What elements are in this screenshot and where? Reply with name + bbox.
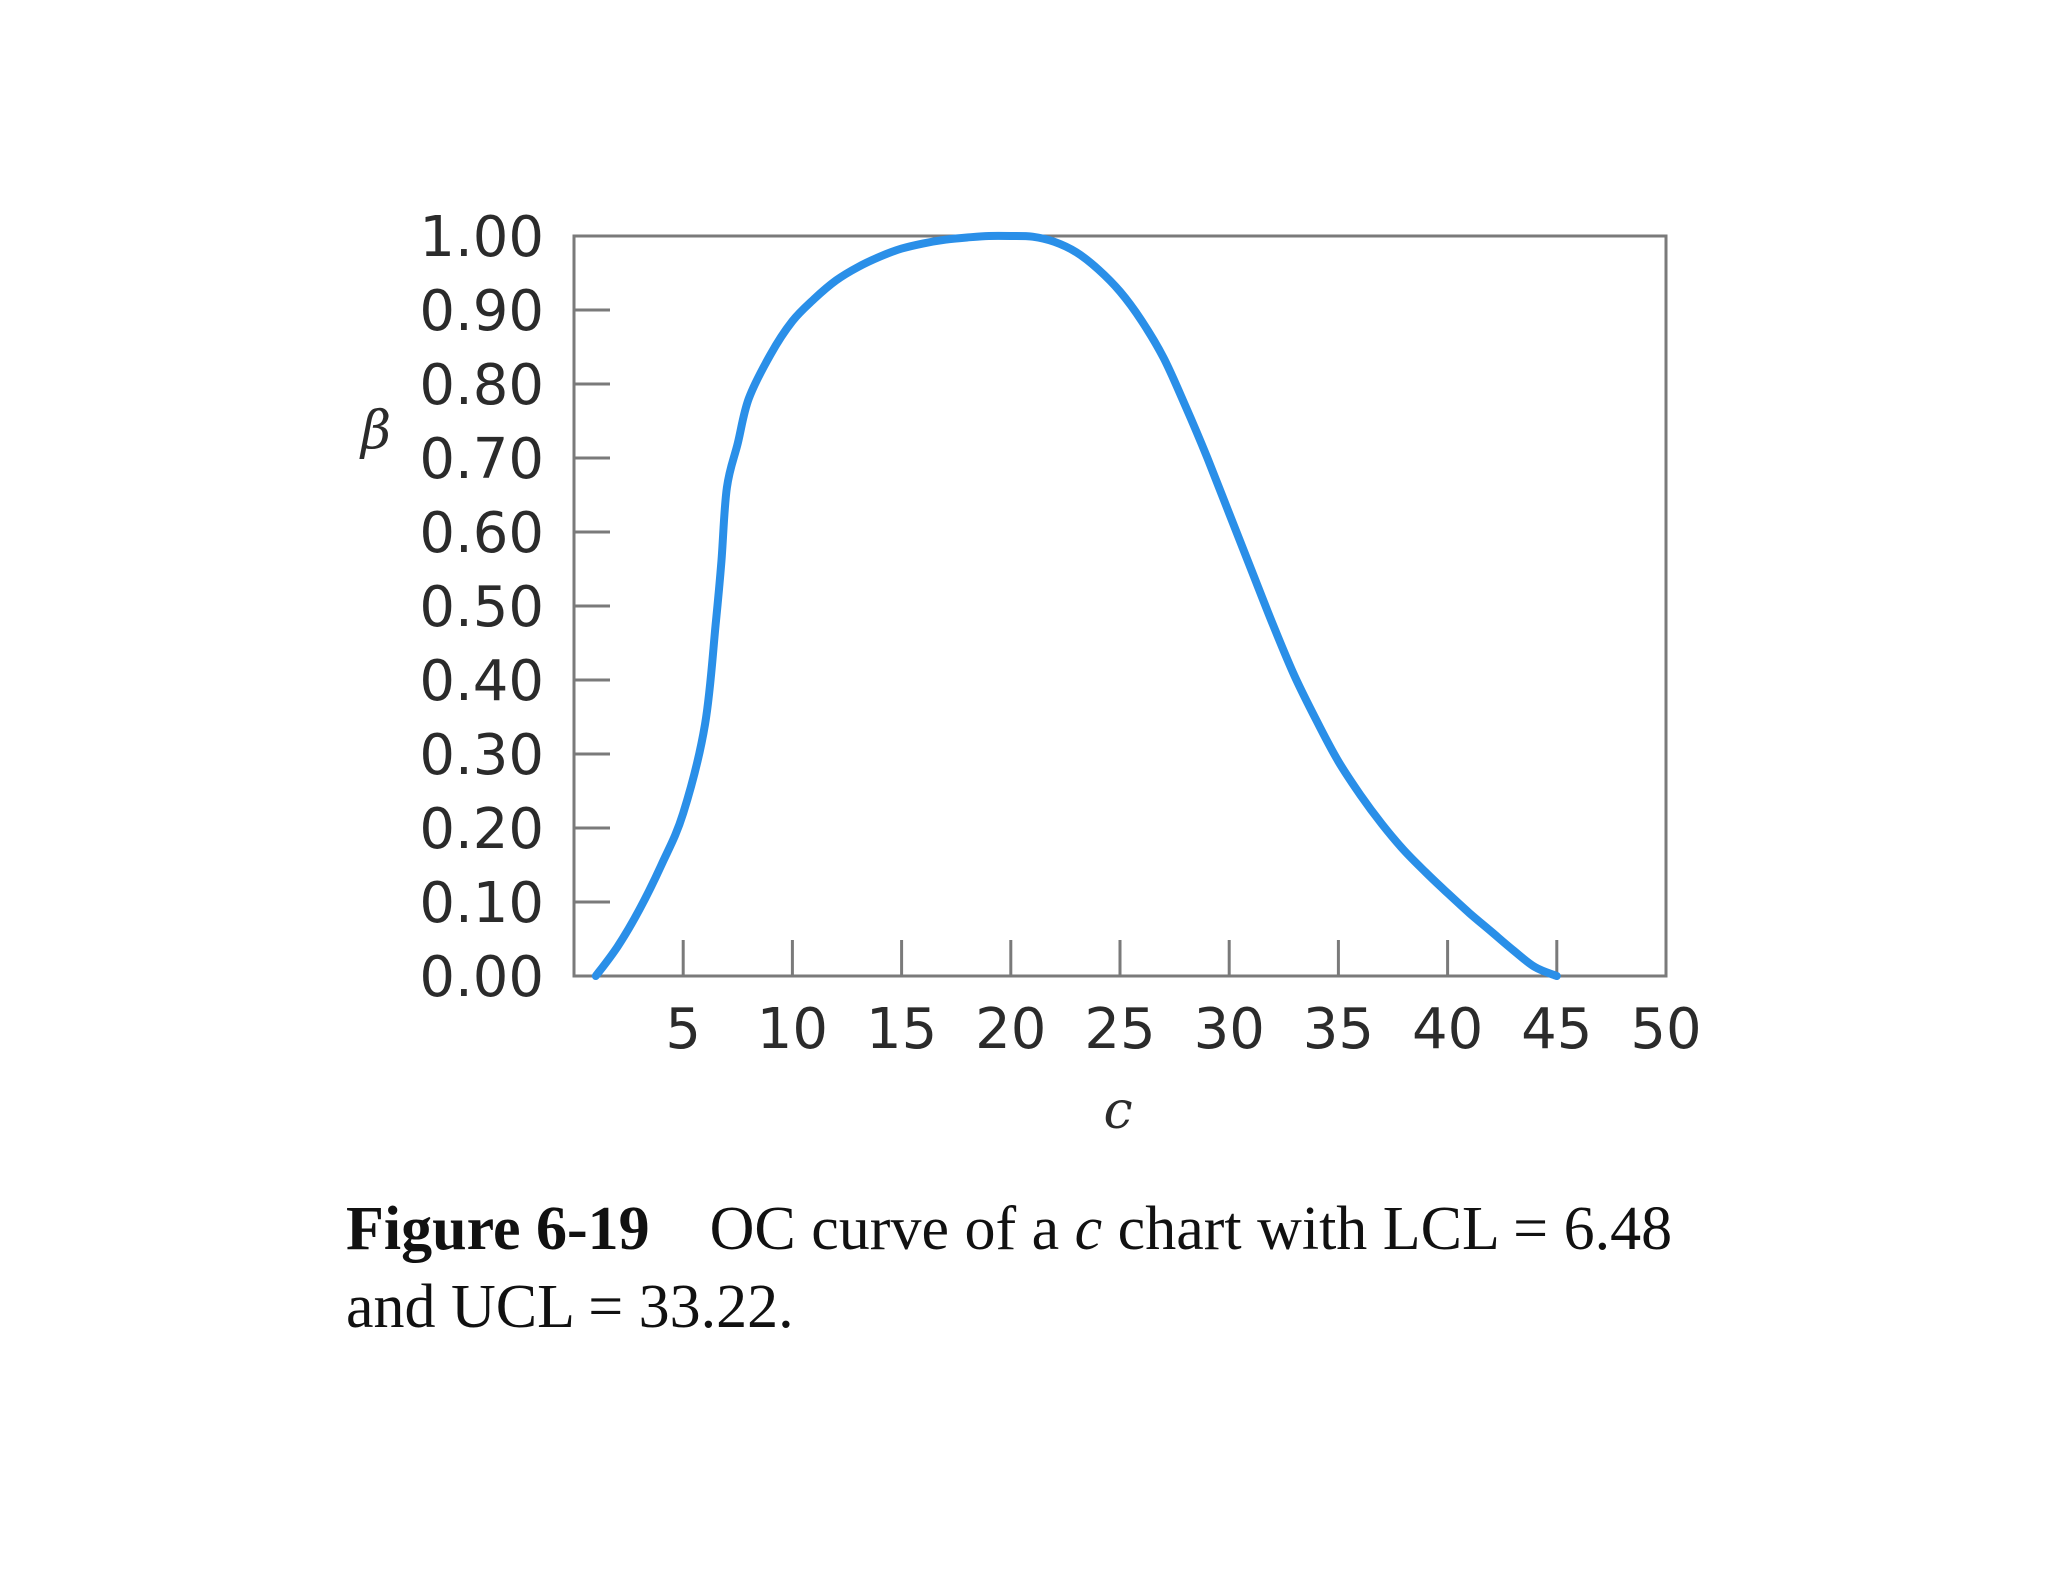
data-point bbox=[1161, 355, 1167, 361]
data-point bbox=[1292, 673, 1298, 679]
data-point bbox=[877, 254, 883, 260]
data-point bbox=[1510, 947, 1516, 953]
data-point bbox=[724, 485, 730, 491]
caption-text: OC curve of a bbox=[709, 1195, 1075, 1263]
plot-frame bbox=[572, 234, 1668, 978]
data-point bbox=[789, 318, 795, 324]
y-tick-label: 0.70 bbox=[419, 427, 544, 492]
data-point bbox=[1488, 929, 1494, 935]
x-axis-label: c bbox=[1103, 1081, 1132, 1141]
data-point bbox=[964, 234, 970, 240]
x-tick-label: 10 bbox=[757, 997, 828, 1062]
caption-text-end: chart with LCL = 6.48 and UCL = 33.22. bbox=[346, 1195, 1673, 1341]
y-tick-label: 0.00 bbox=[419, 945, 544, 1010]
data-point bbox=[615, 943, 621, 949]
data-point bbox=[718, 559, 724, 565]
figure-caption: Figure 6-19 OC curve of a c chart with LC… bbox=[346, 1190, 1736, 1346]
data-point bbox=[811, 296, 817, 302]
y-axis: 0.00 0.10 0.20 0.30 0.40 0.50 0.60 0.70 0.80 0.90… bbox=[419, 205, 610, 1010]
data-point bbox=[1030, 234, 1036, 240]
x-tick-label: 5 bbox=[665, 997, 701, 1062]
data-point bbox=[1466, 910, 1472, 916]
y-tick-label: 0.80 bbox=[419, 353, 544, 418]
data-point bbox=[1139, 318, 1145, 324]
data-point bbox=[1095, 266, 1101, 272]
data-point bbox=[1183, 403, 1189, 409]
data-point bbox=[899, 246, 905, 252]
data-point bbox=[658, 862, 664, 868]
data-point bbox=[1073, 249, 1079, 255]
data-point bbox=[1335, 758, 1341, 764]
data-point bbox=[1532, 964, 1538, 970]
figure-label: Figure 6-19 bbox=[346, 1195, 650, 1263]
x-tick-label: 25 bbox=[1084, 997, 1155, 1062]
data-point bbox=[1226, 511, 1232, 517]
x-tick-label: 15 bbox=[866, 997, 937, 1062]
y-tick-label: 0.50 bbox=[419, 575, 544, 640]
data-point bbox=[637, 906, 643, 912]
data-point bbox=[1008, 233, 1014, 239]
y-tick-label: 0.30 bbox=[419, 723, 544, 788]
data-point bbox=[1379, 821, 1385, 827]
data-point bbox=[1204, 455, 1210, 461]
data-point bbox=[680, 810, 686, 816]
data-point bbox=[1357, 792, 1363, 798]
y-tick-label: 0.20 bbox=[419, 797, 544, 862]
y-tick-label: 0.90 bbox=[419, 279, 544, 344]
data-point bbox=[1270, 622, 1276, 628]
x-tick-label: 30 bbox=[1194, 997, 1265, 1062]
data-point bbox=[1117, 289, 1123, 295]
data-point bbox=[855, 264, 861, 270]
x-tick-label: 35 bbox=[1303, 997, 1374, 1062]
x-tick-label: 20 bbox=[975, 997, 1046, 1062]
y-tick-label: 0.10 bbox=[419, 871, 544, 936]
x-tick-label: 50 bbox=[1630, 997, 1701, 1062]
data-point bbox=[713, 618, 719, 624]
data-point bbox=[942, 237, 948, 243]
data-point bbox=[768, 351, 774, 357]
x-tick-label: 40 bbox=[1412, 997, 1483, 1062]
data-point bbox=[833, 277, 839, 283]
y-tick-label: 1.00 bbox=[419, 205, 544, 270]
series-line-oc-curve bbox=[591, 231, 1561, 980]
data-point bbox=[1248, 566, 1254, 572]
data-point bbox=[746, 396, 752, 402]
data-point bbox=[593, 973, 599, 979]
y-tick-label: 0.40 bbox=[419, 649, 544, 714]
data-point bbox=[1314, 718, 1320, 724]
data-point bbox=[986, 233, 992, 239]
data-point bbox=[1445, 890, 1451, 896]
data-point bbox=[1051, 239, 1057, 245]
data-point bbox=[920, 240, 926, 246]
caption-variable: c bbox=[1074, 1195, 1103, 1263]
y-tick-label: 0.60 bbox=[419, 501, 544, 566]
data-point bbox=[702, 721, 708, 727]
data-point bbox=[1423, 869, 1429, 875]
data-point bbox=[1401, 847, 1407, 853]
x-axis: 5 10 15 20 25 30 35 40 45 50 bbox=[665, 940, 1702, 1062]
x-tick-label: 45 bbox=[1521, 997, 1592, 1062]
data-point bbox=[735, 440, 741, 446]
data-point bbox=[1554, 973, 1560, 979]
y-axis-label: β bbox=[359, 401, 391, 461]
